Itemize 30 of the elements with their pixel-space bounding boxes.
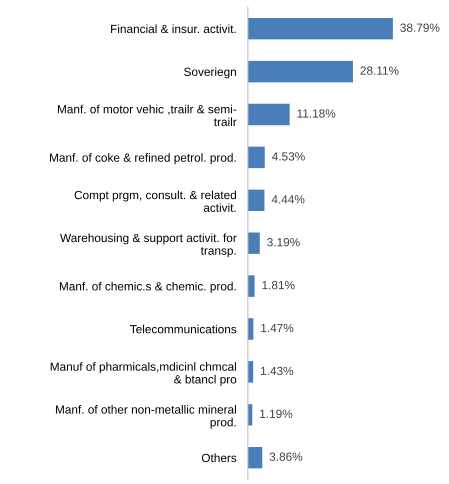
bar <box>248 446 262 468</box>
data-label: 3.19% <box>267 238 300 246</box>
data-label: 4.53% <box>272 152 305 161</box>
y-tick-label: Manf. of chemic.s & chemic. prod. <box>60 282 236 293</box>
data-label: 1.81% <box>262 280 295 290</box>
y-tick-label: Soveriegn <box>184 67 236 78</box>
data-label: 38.79% <box>400 24 440 32</box>
y-tick-label: Manf. of other non-metallic mineral prod. <box>56 405 236 429</box>
y-tick-label: Manuf of pharmicals,mdicinl chmcal & btancl pro <box>50 362 236 386</box>
data-label: 1.19% <box>260 410 292 418</box>
y-tick-label: Manf. of coke & refined petrol. prod. <box>50 153 236 164</box>
bar <box>248 146 265 168</box>
y-tick-label: Manf. of motor vehic ,trailr & semi- trailr <box>58 104 237 126</box>
y-tick-label: Others <box>202 453 236 462</box>
y-tick-label: Compt prgm, consult. & related activit. <box>74 190 236 212</box>
data-label: 3.86% <box>270 452 302 461</box>
data-label: 28.11% <box>360 66 399 75</box>
y-tick-label: Telecommunications <box>130 324 236 334</box>
y-tick-label: Warehousing & support activit. for transp. <box>60 233 237 258</box>
data-label: 4.44% <box>272 195 304 204</box>
bar <box>248 190 264 212</box>
data-label: 1.43% <box>261 366 294 376</box>
y-tick-label: Financial & insur. activit. <box>111 24 236 34</box>
bar <box>248 404 252 426</box>
data-label: 11.18% <box>298 109 336 118</box>
bar <box>248 104 290 126</box>
bar <box>248 18 393 40</box>
data-label: 1.47% <box>261 324 294 332</box>
bar <box>248 232 260 254</box>
bar <box>248 60 353 82</box>
